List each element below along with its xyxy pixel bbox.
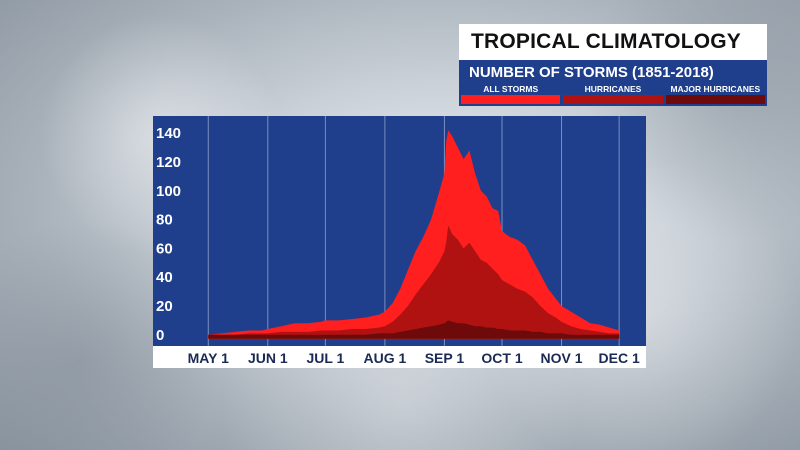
x-tick-aug-1: AUG 1 [364,350,407,366]
y-tick-0: 0 [156,327,164,344]
x-axis-strip [153,346,646,368]
area-hurricanes [208,225,620,339]
y-tick-100: 100 [156,183,181,200]
x-tick-sep-1: SEP 1 [425,350,465,366]
x-tick-dec-1: DEC 1 [599,350,640,366]
legend-item-major-hurricanes: MAJOR HURRICANES [665,84,765,106]
legend-label-hurricanes: HURRICANES [584,84,642,94]
x-tick-oct-1: OCT 1 [481,350,522,366]
legend-label-all-storms: ALL STORMS [483,84,539,94]
legend: ALL STORMS HURRICANES MAJOR HURRICANES [459,84,767,106]
y-tick-40: 40 [156,269,173,286]
storm-count-area-chart: 0 20 40 60 80 100 120 140 MAY 1 JUN 1 JUL 1 AUG 1 SE… [156,116,640,366]
legend-swatch-hurricanes [563,95,663,104]
legend-swatch-major-hurricanes [665,95,765,104]
chart-subtitle: NUMBER OF STORMS (1851-2018) [459,60,767,84]
y-tick-20: 20 [156,298,173,315]
y-tick-60: 60 [156,240,173,257]
legend-label-major-hurricanes: MAJOR HURRICANES [670,84,761,94]
y-tick-140: 140 [156,125,181,142]
x-tick-jun-1: JUN 1 [248,350,288,366]
y-tick-120: 120 [156,154,181,171]
chart-title: TROPICAL CLIMATOLOGY [459,24,767,60]
x-tick-jul-1: JUL 1 [306,350,344,366]
x-tick-may-1: MAY 1 [188,350,229,366]
area-major-hurricanes [208,320,620,339]
y-tick-80: 80 [156,212,173,229]
x-tick-nov-1: NOV 1 [541,350,583,366]
legend-item-all-storms: ALL STORMS [461,84,561,106]
legend-item-hurricanes: HURRICANES [563,84,663,106]
area-all-storms [208,130,620,339]
legend-swatch-all-storms [461,95,561,104]
